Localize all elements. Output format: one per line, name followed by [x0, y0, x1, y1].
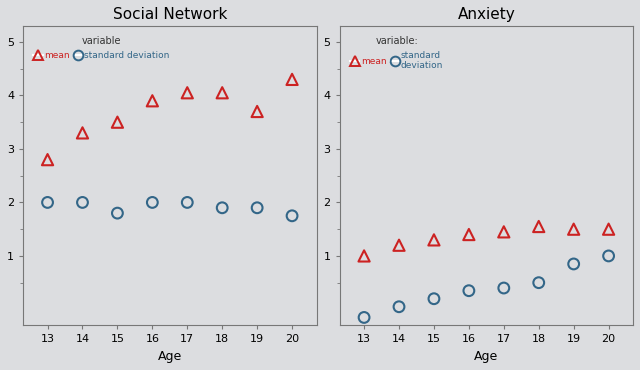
Point: [429, 237, 439, 243]
Point: [112, 210, 122, 216]
Title: Social Network: Social Network: [113, 7, 227, 22]
Point: [42, 157, 52, 162]
Point: [429, 296, 439, 302]
Point: [252, 108, 262, 114]
Point: [394, 242, 404, 248]
Point: [359, 314, 369, 320]
Point: [287, 77, 297, 83]
Point: [147, 199, 157, 205]
Point: [394, 304, 404, 310]
Point: [252, 205, 262, 211]
Legend: mean, standard deviation: mean, standard deviation: [33, 36, 170, 60]
Point: [464, 288, 474, 294]
Point: [77, 130, 88, 136]
Point: [534, 223, 544, 229]
Point: [359, 253, 369, 259]
Title: Anxiety: Anxiety: [458, 7, 515, 22]
Point: [112, 119, 122, 125]
X-axis label: Age: Age: [474, 350, 499, 363]
Point: [182, 199, 193, 205]
Point: [147, 98, 157, 104]
Point: [604, 226, 614, 232]
Point: [77, 199, 88, 205]
Point: [42, 199, 52, 205]
Point: [604, 253, 614, 259]
Legend: mean, standard
deviation: mean, standard deviation: [350, 36, 444, 70]
Point: [217, 90, 227, 96]
Point: [287, 213, 297, 219]
Point: [534, 280, 544, 286]
Point: [568, 261, 579, 267]
Point: [568, 226, 579, 232]
X-axis label: Age: Age: [157, 350, 182, 363]
Point: [499, 285, 509, 291]
Point: [464, 232, 474, 238]
Point: [182, 90, 193, 96]
Point: [217, 205, 227, 211]
Point: [499, 229, 509, 235]
